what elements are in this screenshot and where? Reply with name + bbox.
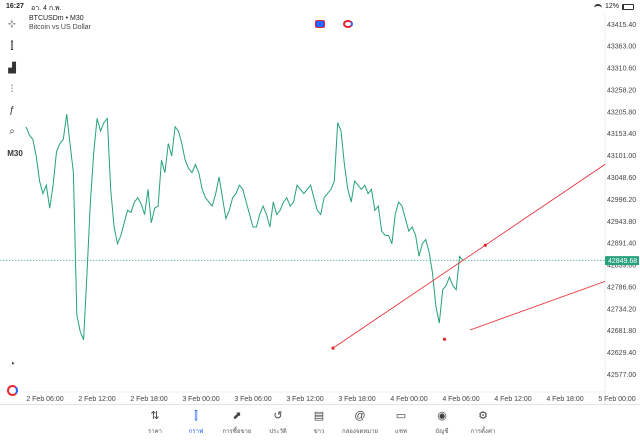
chat-icon: ▭	[395, 410, 407, 422]
objects-icon[interactable]: ⌕	[9, 125, 15, 137]
tab-label: ประวัติ	[269, 429, 287, 435]
left-toolbar: ⊹ ⫿ ▟ ⫶ ƒ ⌕ M30 ◔	[0, 14, 24, 404]
price-axis-label: 42577.00	[607, 372, 636, 379]
price-chart[interactable]: 43415.40 43363.00 43310.60 43258.20 43205.80…	[0, 0, 640, 404]
news-icon: ▤	[313, 410, 325, 422]
trendlines[interactable]	[331, 164, 606, 350]
tab-news[interactable]: ▤ ข่าว	[299, 410, 339, 436]
trendline[interactable]	[332, 164, 606, 349]
tab-account[interactable]: ◉ บัญชี	[422, 410, 462, 436]
account-icon: ◉	[437, 410, 447, 422]
time-axis-label: 3 Feb 18:00	[338, 396, 375, 403]
tab-label: ราคา	[148, 429, 162, 435]
wifi-icon	[593, 3, 602, 10]
price-axis-label: 43153.40	[607, 131, 636, 138]
battery-icon	[622, 3, 634, 10]
tab-label: ข่าว	[313, 429, 325, 435]
price-axis-label: 42786.60	[607, 284, 636, 291]
price-axis-label: 42734.20	[607, 306, 636, 313]
time-axis-label: 5 Feb 00:00	[598, 396, 635, 403]
chart-center-icons	[315, 20, 353, 28]
trendline-anchor-point[interactable]	[331, 346, 335, 350]
trendline[interactable]	[469, 280, 606, 331]
time-axis-label: 2 Feb 06:00	[26, 396, 63, 403]
current-price-tag: 42849.68	[605, 256, 639, 266]
trade-icon: ⬈	[232, 410, 242, 422]
function-icon[interactable]: ƒ	[9, 104, 15, 116]
price-axis-label: 43310.60	[607, 66, 636, 73]
timeframe-button[interactable]: M30	[7, 148, 23, 158]
tab-trade[interactable]: ⬈ การซื้อขาย	[217, 410, 257, 436]
quotes-icon: ⇅	[150, 410, 160, 422]
symbol-timeframe: M30	[69, 15, 84, 22]
price-axis-label: 43415.40	[607, 22, 636, 29]
trendline-anchor-point[interactable]	[483, 243, 487, 247]
price-axis-label: 42943.80	[607, 219, 636, 226]
price-axis-label: 42996.20	[607, 197, 636, 204]
volume-bars-icon[interactable]: ▟	[8, 62, 16, 74]
tab-label: แชท	[395, 429, 407, 435]
symbol-line: BTCUSDm • M30	[29, 14, 91, 23]
tab-label: การซื้อขาย	[222, 429, 252, 435]
time-axis-label: 3 Feb 06:00	[234, 396, 271, 403]
tab-settings[interactable]: ⚙ การตั้งค่า	[463, 410, 503, 436]
time-axis-label: 3 Feb 12:00	[286, 396, 323, 403]
battery-fill	[623, 4, 625, 9]
chart-icon: ⫿	[194, 410, 198, 422]
chart-header: BTCUSDm • M30 Bitcoin vs US Dollar	[29, 14, 91, 32]
broker-logo-icon[interactable]	[4, 382, 20, 398]
tab-history[interactable]: ↺ ประวัติ	[258, 410, 298, 436]
crosshair-icon[interactable]: ⊹	[7, 18, 17, 30]
time-axis-label: 4 Feb 06:00	[442, 396, 479, 403]
time-axis-label: 4 Feb 12:00	[494, 396, 531, 403]
indicators-icon[interactable]: ⫶	[10, 83, 14, 95]
symbol-separator: •	[65, 15, 69, 22]
signal-icon[interactable]	[343, 20, 353, 28]
tab-label: กราฟ	[188, 429, 204, 435]
price-axis-label: 43048.60	[607, 175, 636, 182]
price-axis-label: 42839.00	[607, 263, 636, 270]
price-axis-label: 43363.00	[607, 44, 636, 51]
price-series-line	[25, 114, 464, 340]
current-price-text: 42849.68	[608, 258, 637, 265]
price-axis-label: 43205.80	[607, 109, 636, 116]
candlestick-icon[interactable]: ⫿	[10, 40, 14, 52]
time-axis-label: 2 Feb 18:00	[130, 396, 167, 403]
tab-label: กล่องจดหมาย	[341, 429, 379, 435]
tab-quotes[interactable]: ⇅ ราคา	[135, 410, 175, 436]
time-axis: 2 Feb 06:00 2 Feb 12:00 2 Feb 18:00 3 Feb 0…	[26, 396, 635, 403]
history-icon: ↺	[273, 410, 283, 422]
bottom-tab-bar: ⇅ ราคา ⫿ กราฟ ⬈ การซื้อขาย ↺ ประวัติ ▤ ข่าว @…	[0, 404, 640, 447]
settings-icon: ⚙	[478, 410, 488, 422]
price-axis-label: 43101.00	[607, 153, 636, 160]
tab-chat[interactable]: ▭ แชท	[381, 410, 421, 436]
status-date: อา. 4 ก.พ.	[31, 5, 62, 12]
tab-mailbox[interactable]: @ กล่องจดหมาย	[340, 410, 380, 436]
tab-chart[interactable]: ⫿ กราฟ	[176, 410, 216, 436]
gauge-icon[interactable]: ◔	[8, 358, 16, 370]
time-axis-label: 4 Feb 18:00	[546, 396, 583, 403]
price-axis: 43415.40 43363.00 43310.60 43258.20 43205.80…	[607, 22, 636, 379]
trendline-anchor-point[interactable]	[442, 337, 447, 341]
price-axis-label: 42681.80	[607, 328, 636, 335]
status-time: 16:27	[6, 3, 24, 10]
price-axis-label: 42629.40	[607, 350, 636, 357]
time-axis-label: 4 Feb 00:00	[390, 396, 427, 403]
status-bar: 16:27 อา. 4 ก.พ. 12%	[0, 0, 640, 13]
mailbox-icon: @	[354, 410, 366, 422]
price-axis-label: 43258.20	[607, 87, 636, 94]
tab-label: การตั้งค่า	[470, 429, 496, 435]
symbol-description: Bitcoin vs US Dollar	[29, 24, 91, 31]
tab-label: บัญชี	[435, 429, 449, 435]
status-indicators: 12%	[593, 3, 634, 10]
time-axis-label: 3 Feb 00:00	[182, 396, 219, 403]
time-axis-label: 2 Feb 12:00	[78, 396, 115, 403]
battery-percent: 12%	[604, 3, 619, 10]
price-axis-label: 42891.40	[607, 241, 636, 248]
one-click-trading-icon[interactable]	[315, 20, 325, 28]
symbol-name: BTCUSDm	[29, 15, 64, 22]
